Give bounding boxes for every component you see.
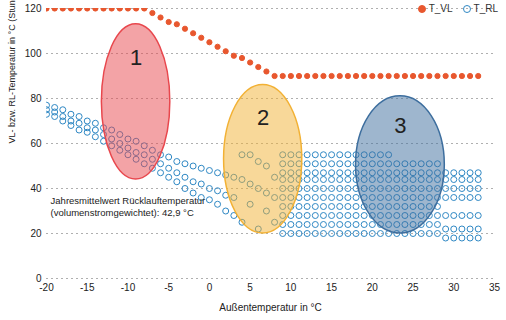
svg-text:3: 3 — [394, 113, 406, 138]
svg-text:30: 30 — [448, 282, 460, 293]
svg-text:-5: -5 — [164, 282, 173, 293]
svg-text:-20: -20 — [39, 282, 54, 293]
svg-text:2: 2 — [257, 105, 269, 130]
svg-text:80: 80 — [30, 93, 42, 104]
svg-text:-10: -10 — [121, 282, 136, 293]
svg-text:5: 5 — [247, 282, 253, 293]
svg-text:Jahresmittelwert Rücklauftempe: Jahresmittelwert Rücklauftemperatur(volu… — [51, 195, 206, 218]
svg-text:120: 120 — [25, 3, 42, 14]
svg-text:20: 20 — [367, 282, 379, 293]
svg-text:-15: -15 — [80, 282, 95, 293]
svg-text:10: 10 — [285, 282, 297, 293]
svg-text:0: 0 — [207, 282, 213, 293]
svg-text:1: 1 — [130, 45, 142, 70]
svg-text:60: 60 — [30, 138, 42, 149]
svg-text:15: 15 — [326, 282, 338, 293]
svg-text:VL- bzw. RL-Temperatur in °C (: VL- bzw. RL-Temperatur in °C (Stundenmit… — [7, 0, 17, 144]
svg-text:100: 100 — [25, 48, 42, 59]
svg-text:25: 25 — [407, 282, 419, 293]
html-text:T_VL: T_VL — [428, 3, 453, 14]
svg-text:0: 0 — [35, 272, 42, 284]
html-text:T_RL: T_RL — [473, 3, 498, 14]
svg-text:20: 20 — [30, 228, 42, 239]
svg-text:Außentemperatur in °C: Außentemperatur in °C — [219, 302, 321, 313]
svg-text:35: 35 — [489, 282, 501, 293]
svg-text:40: 40 — [30, 183, 42, 194]
